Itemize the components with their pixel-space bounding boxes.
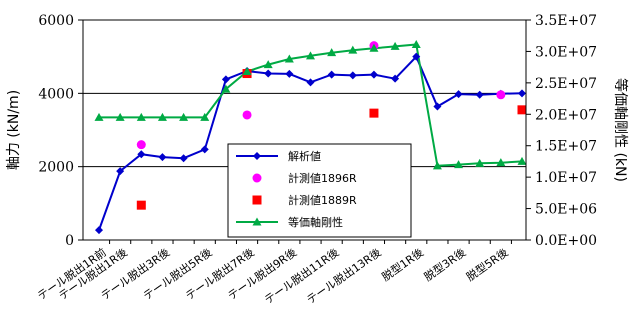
series-0-point (116, 167, 125, 176)
series-3-point (496, 158, 506, 167)
y-tick-label: 4000 (38, 86, 74, 102)
series-3-point (200, 112, 210, 121)
series-3-point (475, 158, 485, 167)
x-tick-labels: テール脱出1R前テール脱出1R後テール脱出3R後テール脱出5R後テール脱出7R後… (35, 245, 511, 307)
legend-label: 解析値 (288, 149, 321, 163)
series-3-point (327, 48, 337, 57)
series-2-point (136, 200, 146, 210)
legend-label: 計測値1896R (288, 171, 357, 185)
x-tick-label: テール脱出9R後 (225, 245, 299, 303)
x-tick-label: 脱型3R後 (421, 245, 468, 284)
series-3-point (454, 160, 464, 169)
series-3-point (369, 43, 379, 52)
series-0-point (518, 89, 526, 98)
y-tick-labels: 0 2000 4000 6000 (38, 13, 74, 249)
series-1-point (136, 140, 146, 150)
y2-tick-label: 0.0E+00 (535, 233, 597, 249)
legend-marker (253, 152, 261, 160)
series-0-point (412, 52, 421, 61)
y-axis-title: 軸力 (kN/m) (6, 90, 22, 170)
y2-tick-label: 3.5E+07 (535, 13, 597, 29)
series-0-point (137, 150, 146, 159)
y-tick-label: 0 (65, 233, 74, 249)
series-0-point (306, 78, 315, 87)
legend-item: 解析値 (236, 149, 321, 163)
y-tick-label: 6000 (38, 13, 74, 29)
series-0-point (348, 71, 357, 80)
legend-item: 計測値1889R (252, 193, 357, 207)
series-0-point (264, 69, 273, 78)
legend-label: 計測値1889R (288, 193, 357, 207)
x-tick-label: テール脱出7R後 (183, 245, 257, 303)
x-tick-label: 脱型5R後 (464, 245, 511, 284)
axes (78, 19, 531, 244)
plot-frame (82, 19, 527, 241)
series-3-point (157, 112, 167, 121)
x-tick-label: テール脱出13R後 (304, 245, 384, 307)
legend-item: 等価軸剛性 (236, 215, 343, 229)
series-3-point (136, 112, 146, 121)
series-0-point (391, 74, 400, 83)
series-3-point (221, 84, 231, 93)
legend-marker (252, 195, 262, 205)
x-tick-label: テール脱出3R後 (98, 245, 172, 303)
series-0-point (285, 69, 294, 78)
x-tick-label: テール脱出5R後 (140, 245, 214, 303)
series-3-point (348, 45, 358, 54)
series-3-point (179, 112, 189, 121)
series-2-point (517, 105, 527, 115)
series-2-point (369, 108, 379, 118)
y-tick-label: 2000 (38, 160, 74, 176)
legend-label: 等価軸剛性 (288, 215, 343, 229)
series-0-point (327, 70, 336, 79)
series-0-point (158, 153, 167, 162)
legend-item: 計測値1896R (252, 171, 357, 185)
series-3-point (432, 161, 442, 170)
y2-tick-label: 5.0E+06 (535, 202, 597, 218)
series-1-point (496, 90, 506, 100)
series-3-point (263, 60, 273, 69)
series-0-point (369, 70, 378, 79)
y2-tick-labels: 0.0E+00 5.0E+06 1.0E+07 1.5E+07 2.0E+07 2.5E+… (535, 13, 597, 249)
legend-marker (252, 173, 262, 183)
series-0-point (95, 226, 103, 235)
series-3-point (242, 67, 252, 76)
series-3-point (115, 112, 125, 121)
y2-tick-label: 2.0E+07 (535, 107, 597, 123)
series-0-point (475, 90, 484, 99)
series-3-point (517, 156, 527, 165)
y2-axis-title: 等価軸剛性 (kN) (612, 78, 629, 182)
x-tick-label: 脱型1R後 (379, 245, 426, 284)
series-3-point (306, 51, 315, 60)
series-0-point (433, 102, 442, 111)
series-0-point (179, 154, 188, 163)
series-3-point (390, 41, 400, 50)
series-0-point (200, 145, 209, 154)
series-3-point (94, 112, 104, 121)
y2-tick-label: 2.5E+07 (535, 76, 597, 92)
series-3-point (411, 40, 421, 49)
y2-tick-label: 1.0E+07 (535, 170, 597, 186)
series-3-point (284, 54, 294, 63)
series-points (94, 40, 527, 235)
y2-tick-label: 1.5E+07 (535, 139, 597, 155)
series-0-point (454, 90, 463, 99)
y2-tick-label: 3.0E+07 (535, 44, 597, 60)
series-0-point (221, 75, 230, 84)
x-tick-label: テール脱出11R後 (262, 245, 342, 307)
series-1-point (242, 110, 252, 120)
legend-marker (252, 217, 262, 226)
